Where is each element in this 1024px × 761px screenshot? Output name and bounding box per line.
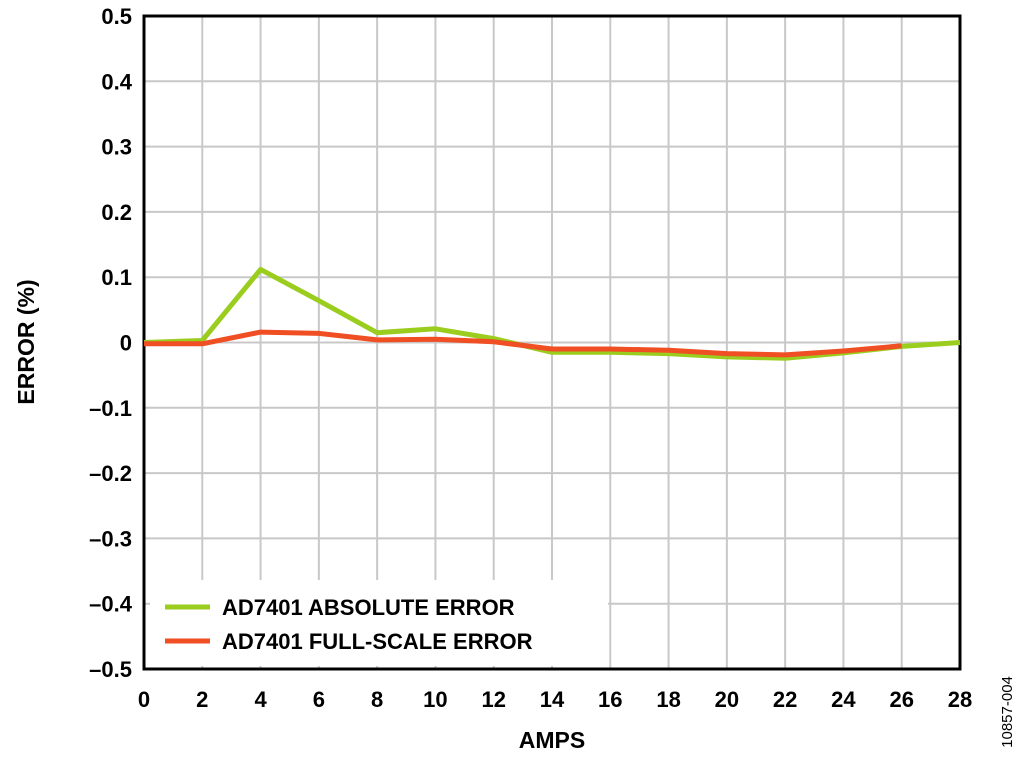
y-axis-label: ERROR (%) [13, 279, 39, 404]
x-tick-label: 16 [598, 687, 622, 712]
x-tick-label: 20 [715, 687, 739, 712]
x-tick-label: 2 [196, 687, 208, 712]
y-tick-label: –0.5 [89, 657, 132, 682]
x-tick-label: 28 [948, 687, 972, 712]
y-axis-tick-labels: 0.5 0.4 0.3 0.2 0.1 0 –0.1 –0.2 –0.3 –0.4 –0.5 [89, 4, 133, 682]
x-tick-label: 24 [831, 687, 856, 712]
y-tick-label: 0.2 [101, 200, 132, 225]
x-axis-tick-labels: 0 2 4 6 8 10 12 14 16 18 20 22 24 26 28 [138, 687, 972, 712]
x-tick-label: 4 [254, 687, 267, 712]
y-tick-label: 0.3 [101, 135, 132, 160]
x-tick-label: 12 [481, 687, 505, 712]
y-tick-label: 0 [120, 331, 132, 356]
x-tick-label: 22 [773, 687, 797, 712]
y-tick-label: 0.1 [101, 265, 132, 290]
legend-label-absolute-error: AD7401 ABSOLUTE ERROR [222, 595, 515, 620]
legend-background [150, 580, 608, 666]
grid-lines [144, 16, 960, 669]
x-tick-label: 26 [889, 687, 913, 712]
x-tick-label: 0 [138, 687, 150, 712]
y-tick-label: 0.5 [101, 4, 132, 29]
x-axis-label: AMPS [519, 727, 585, 753]
y-tick-label: –0.4 [89, 592, 133, 617]
legend-label-full-scale-error: AD7401 FULL-SCALE ERROR [222, 629, 533, 654]
series-line-full-scale-error [144, 329, 902, 358]
x-tick-label: 14 [540, 687, 565, 712]
y-tick-label: –0.3 [89, 526, 132, 551]
legend: AD7401 ABSOLUTE ERROR AD7401 FULL-SCALE … [150, 580, 608, 666]
x-tick-label: 10 [423, 687, 447, 712]
y-tick-label: –0.2 [89, 461, 132, 486]
y-tick-label: 0.4 [101, 69, 132, 94]
x-tick-label: 18 [656, 687, 680, 712]
y-tick-label: –0.1 [89, 396, 132, 421]
series-lines [143, 266, 961, 361]
x-tick-label: 6 [313, 687, 325, 712]
figure-id: 10857-004 [999, 676, 1016, 748]
x-tick-label: 8 [371, 687, 383, 712]
